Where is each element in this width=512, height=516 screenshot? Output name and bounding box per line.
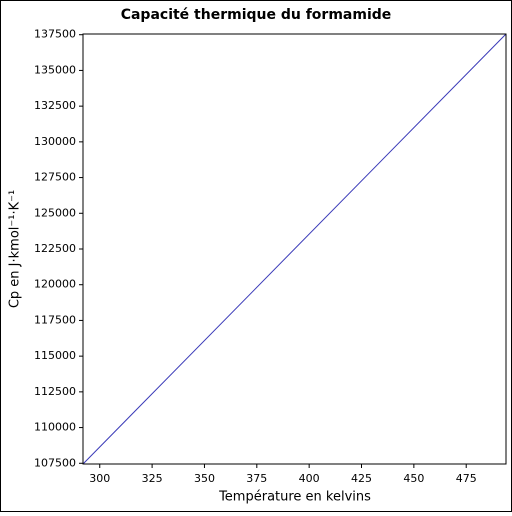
x-tick-label: 325 (142, 472, 163, 485)
data-line (82, 33, 507, 465)
x-tick-label: 400 (299, 472, 320, 485)
y-tick-label: 135000 (34, 63, 76, 76)
chart-title: Capacité thermique du formamide (121, 7, 392, 23)
x-tick-label: 425 (351, 472, 372, 485)
x-axis-label: Température en kelvins (218, 490, 371, 505)
y-tick-label: 110000 (34, 421, 76, 434)
y-tick-label: 125000 (34, 206, 76, 219)
y-tick-label: 122500 (34, 242, 76, 255)
y-tick-label: 115000 (34, 349, 76, 362)
x-tick-label: 375 (246, 472, 267, 485)
x-tick-label: 300 (89, 472, 110, 485)
y-tick-label: 107500 (34, 456, 76, 469)
plot-area (82, 33, 507, 465)
y-tick-label: 120000 (34, 278, 76, 291)
x-tick-label: 475 (456, 472, 477, 485)
x-tick-label: 350 (194, 472, 215, 485)
x-tick-label: 450 (403, 472, 424, 485)
y-axis-label: Cp en J·kmol⁻¹·K⁻¹ (8, 190, 23, 308)
y-tick-label: 112500 (34, 385, 76, 398)
y-tick-label: 137500 (34, 28, 76, 41)
y-tick-label: 132500 (34, 99, 76, 112)
y-tick-label: 117500 (34, 313, 76, 326)
y-tick-label: 127500 (34, 171, 76, 184)
y-tick-label: 130000 (34, 135, 76, 148)
